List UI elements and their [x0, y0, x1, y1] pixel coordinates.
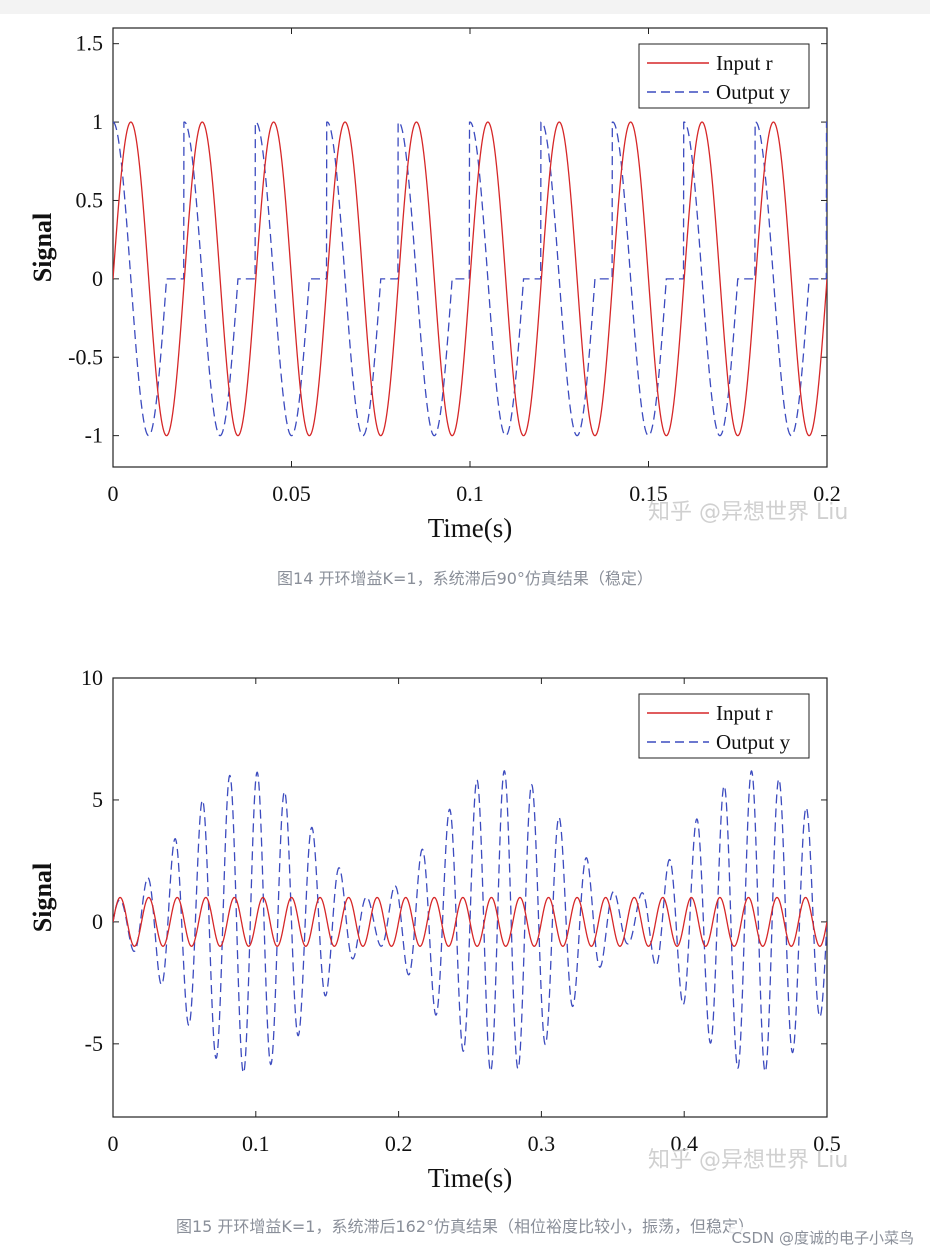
- fig14-xtick-label: 0.2: [813, 481, 841, 506]
- top-bar: [0, 0, 930, 14]
- fig15-legend-label-input-r: Input r: [716, 701, 773, 725]
- fig15-xlabel: Time(s): [428, 1163, 513, 1193]
- fig14-xtick-label: 0.15: [629, 481, 668, 506]
- fig15-ytick-label: 10: [81, 665, 103, 690]
- fig15-legend-label-output-y: Output y: [716, 730, 791, 754]
- fig14-legend: [638, 43, 810, 109]
- fig15-ytick-label: 5: [92, 787, 103, 812]
- fig15-xtick-label: 0.5: [813, 1131, 841, 1156]
- fig14-xtick-label: 0.05: [272, 481, 311, 506]
- fig15-ytick-label: -5: [85, 1031, 103, 1056]
- fig14-xtick-label: 0: [108, 481, 119, 506]
- fig14-ytick-label: -0.5: [68, 344, 103, 369]
- fig14-ylabel: Signal: [28, 213, 57, 282]
- fig15-xtick-label: 0.3: [528, 1131, 556, 1156]
- fig14-series-output-y: [113, 121, 827, 437]
- fig15-legend: [638, 693, 810, 759]
- fig15-xtick-label: 0.1: [242, 1131, 270, 1156]
- fig15-xtick-label: 0: [108, 1131, 119, 1156]
- fig14-ytick-label: -1: [85, 423, 103, 448]
- fig14-ytick-label: 0: [92, 266, 103, 291]
- figure-15-caption: 图15 开环增益K=1，系统滞后162°仿真结果（相位裕度比较小，振荡，但稳定）: [175, 1217, 755, 1236]
- fig15-ylabel: Signal: [28, 863, 57, 932]
- fig14-ytick-label: 1.5: [76, 31, 104, 56]
- fig14-xtick-label: 0.1: [456, 481, 484, 506]
- fig14-series-input-r: [113, 121, 827, 437]
- fig14-legend-label-input-r: Input r: [716, 51, 773, 75]
- fig14-ytick-label: 0.5: [76, 187, 104, 212]
- csdn-credit: CSDN @度诚的电子小菜鸟: [729, 1227, 916, 1248]
- fig15-series-input-r: [113, 896, 827, 947]
- fig15-ytick-label: 0: [92, 909, 103, 934]
- fig15-xtick-label: 0.2: [385, 1131, 413, 1156]
- figure-14-caption: 图14 开环增益K=1，系统滞后90°仿真结果（稳定）: [277, 569, 653, 588]
- fig14-xlabel: Time(s): [428, 513, 513, 543]
- figure-14-watermark: 知乎 @异想世界 Liu: [648, 500, 849, 525]
- fig15-axes-box: [112, 677, 828, 1118]
- figure-15-watermark: 知乎 @异想世界 Liu: [648, 1148, 849, 1173]
- fig15-xtick-label: 0.4: [670, 1131, 698, 1156]
- fig14-ytick-label: 1: [92, 109, 103, 134]
- figure-15-chart: 0 0.1 0.2 0.3 0.4 0.5 -5 0 5 10 Time(s) Signal Input…: [28, 665, 841, 1193]
- fig14-legend-label-output-y: Output y: [716, 80, 791, 104]
- figure-14-chart: 0 0.05 0.1 0.15 0.2 -1 -0.5 0 0.5 1 1.5 Time(s) Sign…: [28, 27, 841, 543]
